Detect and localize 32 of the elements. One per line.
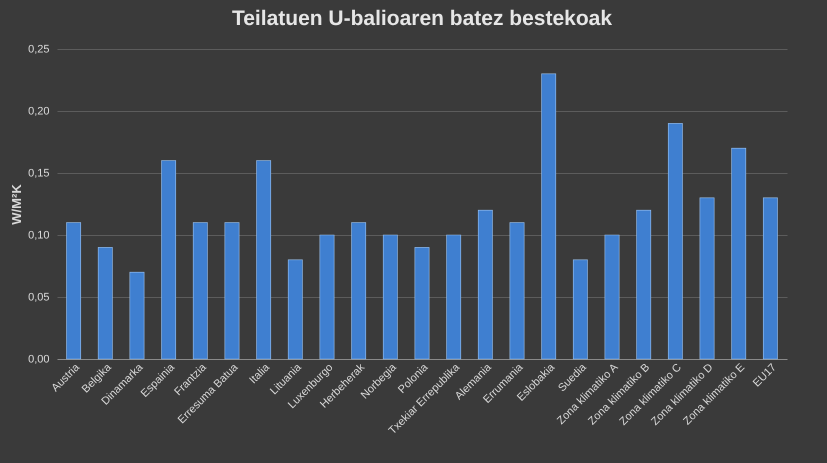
bar (541, 74, 556, 360)
bar (604, 234, 620, 360)
bar (192, 222, 208, 360)
y-tick-label: 0,05 (28, 292, 50, 304)
chart-title: Teilatuen U-balioaren batez bestekoak (232, 7, 612, 30)
y-tick-label: 0,20 (28, 106, 50, 118)
y-tick-label: 0,00 (28, 354, 50, 366)
bar (700, 198, 714, 360)
bar (66, 222, 82, 360)
bar (478, 210, 493, 360)
bar (446, 234, 462, 360)
y-tick-label: 0,10 (28, 230, 50, 242)
x-tick-label: Italia (247, 360, 273, 386)
bar (256, 160, 272, 360)
bar (414, 247, 430, 360)
y-axis-title: W/M²K (9, 184, 24, 225)
bar (382, 234, 398, 360)
bar (636, 210, 652, 360)
bar (668, 123, 683, 360)
bar (572, 260, 588, 360)
bar (161, 160, 176, 360)
bar (320, 234, 334, 360)
y-tick-label: 0,25 (28, 44, 50, 56)
bar (98, 247, 113, 360)
y-tick-label: 0,15 (28, 168, 50, 180)
bar (510, 222, 524, 360)
bar (288, 260, 303, 360)
bar (351, 222, 366, 360)
bar (731, 148, 746, 360)
bar (762, 198, 778, 360)
bar (130, 272, 144, 360)
bar (224, 222, 240, 360)
